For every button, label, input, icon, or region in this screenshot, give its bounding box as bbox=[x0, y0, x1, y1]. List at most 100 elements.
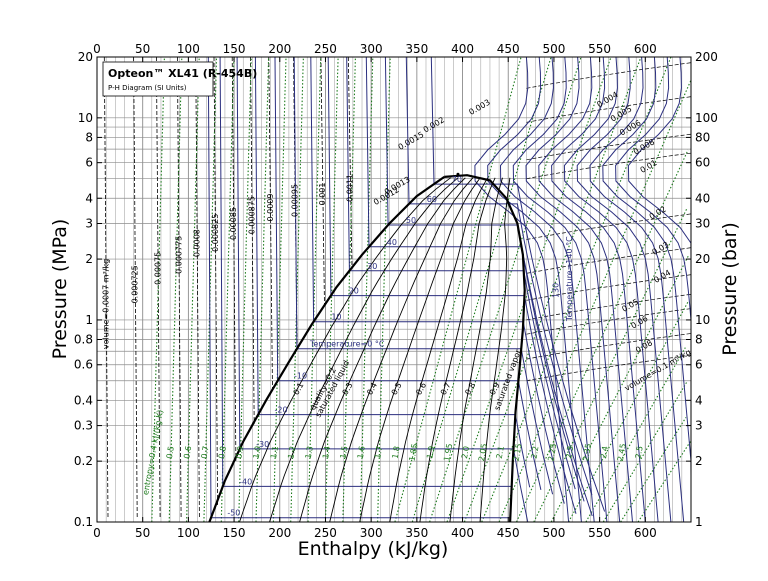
isotherm-label: Temperature=140 °C bbox=[565, 236, 574, 322]
isochore-vapor bbox=[526, 333, 692, 360]
x-tick-label: 50 bbox=[135, 526, 150, 540]
axis-ticks: 0050501001001501502002002502503003003503… bbox=[74, 42, 718, 540]
isotherm-label: 10 bbox=[331, 313, 341, 322]
x-tick-label: 150 bbox=[223, 526, 246, 540]
y-tick-label: 6 bbox=[85, 156, 93, 170]
legend-box: Opteon™ XL41 (R-454B) P-H Diagram (SI Un… bbox=[102, 61, 257, 97]
y-tick-label-right: 30 bbox=[695, 216, 710, 230]
isotherm-line bbox=[327, 56, 577, 514]
isentrope-line bbox=[168, 56, 183, 523]
isotherm-supercritical bbox=[538, 56, 633, 523]
isotherm-label: Temperature=0 °C bbox=[309, 340, 385, 349]
isochore-label: volume=0.0007 m³/kg bbox=[101, 259, 110, 349]
quality-lines bbox=[239, 177, 511, 523]
x-tick-label: 500 bbox=[542, 526, 565, 540]
isentrope-line bbox=[377, 56, 391, 523]
isochore-label: 0.001 bbox=[318, 183, 327, 206]
isentrope-line bbox=[359, 56, 374, 523]
y-tick-label: 1 bbox=[85, 313, 93, 327]
isentrope-label: 2.4 bbox=[599, 445, 610, 459]
saturation-dome bbox=[208, 172, 526, 523]
x-tick-label-top: 100 bbox=[177, 42, 200, 56]
isentrope-label: 2.45 bbox=[616, 443, 628, 462]
isentrope-label: 1.95 bbox=[442, 443, 454, 462]
isentrope-label: 1.0 bbox=[252, 445, 263, 459]
isochore-vapor bbox=[526, 308, 692, 335]
isentrope-label: 2.15 bbox=[512, 443, 524, 462]
isotherm-label: 30 bbox=[367, 262, 377, 271]
x-tick-label-top: 600 bbox=[634, 42, 657, 56]
isentrope-label: 2.2 bbox=[529, 445, 540, 459]
plot-frame bbox=[96, 56, 692, 523]
isentrope-label: 2.1 bbox=[495, 445, 506, 459]
isotherm-label: 60 bbox=[427, 195, 437, 204]
isentrope-label: 1.3 bbox=[304, 445, 315, 459]
isochore-liquid bbox=[250, 56, 255, 425]
isochore-label: 0.000725 bbox=[131, 265, 140, 303]
y-axis-title-left: Pressure (MPa) bbox=[49, 219, 71, 360]
isochore-liquid bbox=[231, 56, 237, 461]
x-tick-label: 100 bbox=[177, 526, 200, 540]
isentrope-line bbox=[411, 56, 552, 523]
isochore-label: 0.000875 bbox=[248, 196, 257, 234]
isochore-label: 0.000825 bbox=[211, 214, 220, 252]
isochore-vapor bbox=[526, 213, 692, 240]
quality-line bbox=[359, 177, 481, 523]
isentrope-label: 1.7 bbox=[373, 445, 384, 459]
isentrope-label: 1.6 bbox=[356, 445, 367, 459]
y-tick-label-right: 200 bbox=[695, 50, 718, 64]
y-tick-label-right: 8 bbox=[695, 333, 703, 347]
isentrope-label: 1.8 bbox=[391, 445, 402, 459]
y-tick-label: 3 bbox=[85, 216, 93, 230]
y-tick-label-right: 40 bbox=[695, 191, 710, 205]
isentrope-label: 1.9 bbox=[425, 445, 436, 459]
y-tick-label: 0.1 bbox=[74, 515, 93, 529]
x-tick-label-top: 250 bbox=[314, 42, 337, 56]
quality-line bbox=[389, 177, 488, 523]
y-tick-label: 2 bbox=[85, 252, 93, 266]
isentrope-line bbox=[463, 56, 642, 523]
chart-subtitle: P-H Diagram (SI Units) bbox=[108, 84, 187, 92]
isochore-vapor bbox=[526, 62, 692, 89]
y-tick-label-right: 80 bbox=[695, 130, 710, 144]
quality-line bbox=[239, 177, 451, 523]
isentrope-label: 1.4 bbox=[321, 445, 332, 459]
isentrope-line bbox=[186, 56, 200, 523]
isentrope-label: 2.35 bbox=[581, 443, 593, 462]
y-tick-label-right: 3 bbox=[695, 419, 703, 433]
x-tick-label: 600 bbox=[634, 526, 657, 540]
y-tick-label-right: 2 bbox=[695, 454, 703, 468]
isentrope-line bbox=[602, 382, 687, 523]
isochore-liquid bbox=[320, 56, 325, 307]
x-tick-label-top: 150 bbox=[223, 42, 246, 56]
isochore-vapor bbox=[526, 247, 692, 274]
isochore-label: 0.0009 bbox=[266, 193, 275, 221]
x-tick-label: 400 bbox=[451, 526, 474, 540]
x-tick-label: 250 bbox=[314, 526, 337, 540]
isochore-liquid bbox=[268, 56, 273, 392]
isentrope-line bbox=[324, 56, 339, 523]
isotherm-line bbox=[384, 56, 593, 517]
isochore-label: 0.0008 bbox=[193, 229, 202, 257]
chart-title: Opteon™ XL41 (R-454B) bbox=[108, 67, 257, 80]
isochore-label: 0.00075 bbox=[153, 252, 162, 285]
y-tick-label: 0.6 bbox=[74, 358, 93, 372]
isentrope-line bbox=[342, 56, 356, 523]
x-tick-label-top: 0 bbox=[93, 42, 101, 56]
saturated-liquid-line bbox=[208, 175, 445, 523]
isotherm-line bbox=[274, 56, 542, 491]
isotherm-label: 70 bbox=[452, 175, 462, 184]
isentrope-line bbox=[255, 56, 270, 523]
isotherm-supercritical bbox=[602, 56, 692, 522]
x-tick-label-top: 450 bbox=[497, 42, 520, 56]
isochore-vapor bbox=[526, 152, 692, 180]
isentrope-line bbox=[307, 56, 322, 523]
x-tick-label: 200 bbox=[268, 526, 291, 540]
isentrope-line bbox=[533, 207, 688, 523]
isentrope-label: 0.8 bbox=[217, 445, 228, 459]
isotherm-supercritical bbox=[563, 56, 659, 523]
isotherm-supercritical bbox=[589, 56, 685, 523]
y-tick-label-right: 100 bbox=[695, 111, 718, 125]
isotherm-supercritical bbox=[576, 56, 672, 523]
